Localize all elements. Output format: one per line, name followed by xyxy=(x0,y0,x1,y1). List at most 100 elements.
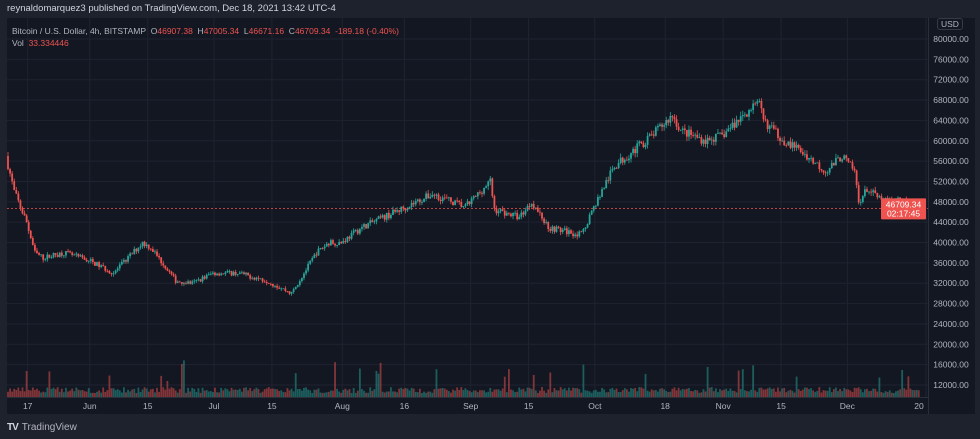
volume-bar xyxy=(481,390,483,397)
candle-body xyxy=(675,119,678,127)
volume-bar xyxy=(806,387,808,397)
candle-body xyxy=(21,207,24,214)
candle-body xyxy=(861,196,864,203)
volume-bar xyxy=(729,388,732,397)
volume-bar xyxy=(89,392,92,397)
candle-body xyxy=(336,245,339,246)
x-tick-label: 15 xyxy=(143,401,153,411)
price-chart[interactable]: 80000.00 76000.00 72000.00 68000.00 64000.00… xyxy=(7,18,975,414)
candle-body xyxy=(783,140,786,146)
candle-body xyxy=(447,197,450,199)
volume-bar xyxy=(714,388,717,397)
candle-body xyxy=(303,273,305,279)
candle-body xyxy=(17,193,20,201)
candle-body xyxy=(688,129,690,137)
volume-bar xyxy=(594,389,597,397)
candle-body xyxy=(431,194,434,197)
candle-body xyxy=(476,192,479,197)
volume-bar xyxy=(220,387,223,397)
volume-bar xyxy=(255,387,258,397)
volume-bar xyxy=(874,388,877,397)
candle-body xyxy=(230,271,233,276)
candle-body xyxy=(717,132,719,134)
volume-bar xyxy=(375,370,378,397)
volume-bar xyxy=(214,387,216,397)
volume-bar xyxy=(884,391,887,397)
volume-bar xyxy=(607,392,610,397)
volume-bar xyxy=(534,390,537,397)
candle-body xyxy=(799,147,802,152)
volume-bar xyxy=(183,360,185,397)
candle-body xyxy=(298,281,301,286)
volume-value: 33.334446 xyxy=(28,38,69,48)
y-tick-label: 60000.00 xyxy=(933,136,969,146)
candle-body xyxy=(710,139,713,141)
volume-bar xyxy=(286,388,289,397)
candle-body xyxy=(661,124,663,127)
candle-body xyxy=(820,169,823,171)
volume-bar xyxy=(17,387,20,397)
volume-bar xyxy=(7,391,9,397)
candle-body xyxy=(77,253,80,257)
volume-bar xyxy=(632,388,634,397)
candle-body xyxy=(735,119,738,128)
candle-body xyxy=(580,231,583,233)
brand-name[interactable]: TradingView xyxy=(21,422,77,433)
volume-bar xyxy=(700,392,703,397)
volume-bar xyxy=(172,388,175,397)
volume-bar xyxy=(56,387,59,397)
volume-bar xyxy=(886,392,889,397)
volume-bar xyxy=(532,374,535,397)
candle-body xyxy=(62,255,65,257)
volume-bar xyxy=(698,392,701,397)
volume-bar xyxy=(325,392,328,397)
candle-body xyxy=(772,125,775,129)
volume-bar xyxy=(764,389,767,397)
volume-bar xyxy=(251,391,254,397)
candle-body xyxy=(762,108,765,120)
candle-body xyxy=(222,273,225,275)
candle-body xyxy=(154,251,156,253)
candle-body xyxy=(574,234,577,237)
volume-bar xyxy=(578,389,581,397)
volume-bar xyxy=(572,387,574,397)
volume-bar xyxy=(636,391,639,397)
volume-bar xyxy=(669,391,672,397)
volume-bar xyxy=(414,391,417,397)
volume-bar xyxy=(580,392,583,397)
x-tick-label: Dec xyxy=(840,401,856,411)
volume-bar xyxy=(458,389,461,397)
candle-body xyxy=(27,222,30,231)
candle-body xyxy=(234,271,237,275)
volume-bar xyxy=(329,390,332,397)
candle-body xyxy=(56,254,59,257)
volume-bar xyxy=(563,388,566,397)
candle-body xyxy=(743,114,746,116)
candle-body xyxy=(669,115,672,123)
bar-countdown: 02:17:45 xyxy=(887,208,920,218)
candle-body xyxy=(60,252,63,256)
chart-pane[interactable]: 80000.00 76000.00 72000.00 68000.00 64000.00… xyxy=(7,18,975,414)
candle-body xyxy=(125,260,127,262)
volume-bar xyxy=(367,392,370,397)
volume-bar xyxy=(108,375,111,397)
volume-bar xyxy=(568,387,570,397)
volume-bar xyxy=(913,390,916,397)
volume-bar xyxy=(872,388,875,397)
volume-bar xyxy=(158,391,160,397)
volume-bar xyxy=(427,391,430,397)
currency-label[interactable]: USD xyxy=(937,18,963,30)
volume-bar xyxy=(373,389,376,397)
candle-body xyxy=(582,228,585,232)
symbol-title[interactable]: Bitcoin / U.S. Dollar, 4h, BITSTAMP xyxy=(12,26,146,36)
volume-bar xyxy=(611,387,614,397)
volume-bar xyxy=(712,391,715,397)
volume-bar xyxy=(911,389,914,397)
volume-bar xyxy=(249,387,252,397)
candle-body xyxy=(603,188,606,190)
volume-bar xyxy=(317,388,320,397)
y-tick-label: 76000.00 xyxy=(933,54,969,64)
volume-bar xyxy=(390,387,392,397)
candle-body xyxy=(139,246,142,248)
candle-body xyxy=(555,226,558,232)
